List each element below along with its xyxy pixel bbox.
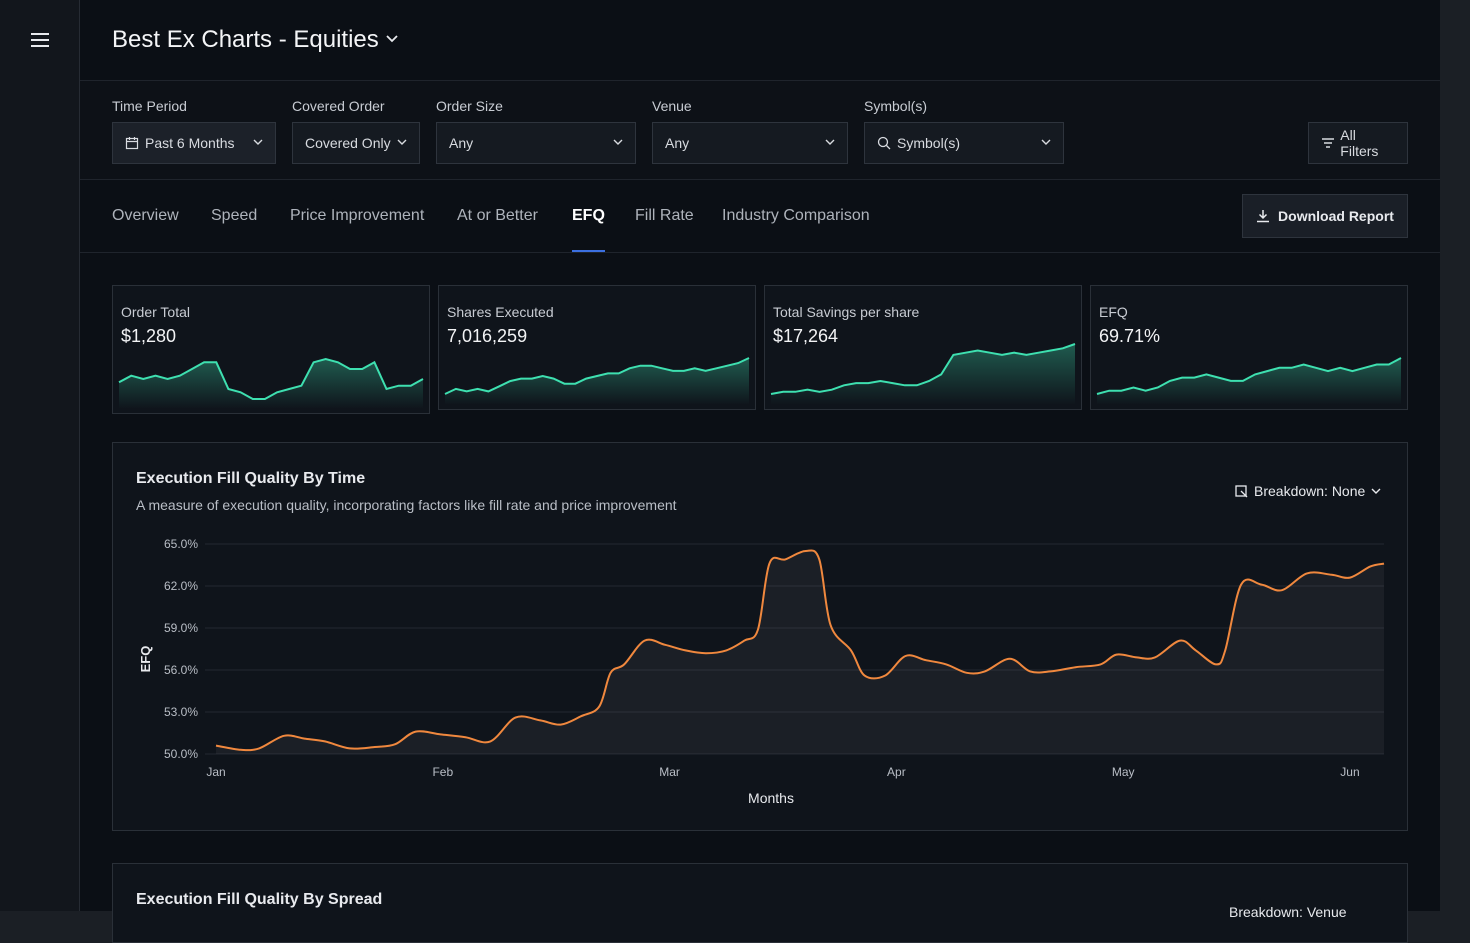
page: Best Ex Charts - Equities All Filters Do… xyxy=(0,0,1440,943)
tab[interactable]: EFQ xyxy=(572,207,605,252)
download-label: Download Report xyxy=(1278,208,1394,224)
download-icon xyxy=(1257,210,1270,223)
x-tick-label: Feb xyxy=(432,765,453,779)
sparkline-area xyxy=(445,358,749,405)
tab[interactable]: Speed xyxy=(211,207,258,224)
tab-divider xyxy=(80,252,1440,253)
filter-select[interactable]: Symbol(s) xyxy=(864,122,1064,164)
chart-subtitle: A measure of execution quality, incorpor… xyxy=(136,497,677,513)
filter-label: Symbol(s) xyxy=(864,98,928,114)
sparkline xyxy=(444,357,750,405)
filter-label: Venue xyxy=(652,98,692,114)
filter-label: Covered Order xyxy=(292,98,385,114)
spread-card: Execution Fill Quality By Spread Breakdo… xyxy=(112,863,1408,943)
metric-card: Total Savings per share $17,264 xyxy=(764,285,1082,410)
efq-chart: 50.0% 53.0% 56.0% 59.0% 62.0% 65.0% Jan Feb Mar A… xyxy=(138,537,1385,806)
metric-value: 69.71% xyxy=(1099,326,1161,346)
filter-select[interactable]: Covered Only xyxy=(292,122,420,164)
filter-select[interactable]: Past 6 Months xyxy=(112,122,276,164)
metric-label: Total Savings per share xyxy=(773,304,920,320)
all-filters[interactable]: All Filters xyxy=(1308,122,1408,164)
menu-icon[interactable] xyxy=(30,32,50,48)
chevron xyxy=(613,139,623,145)
y-tick-label: 53.0% xyxy=(164,705,198,719)
metric-label: EFQ xyxy=(1099,304,1128,320)
filter-value: Any xyxy=(665,135,690,151)
sparkline xyxy=(1096,357,1402,405)
sparkline-area xyxy=(771,344,1075,405)
sparkline-line xyxy=(1096,357,1402,395)
tab[interactable]: Price Improvement xyxy=(290,207,425,224)
x-tick-label: Apr xyxy=(887,765,906,779)
filter-icon xyxy=(1322,138,1334,148)
tab-indicator xyxy=(572,250,605,252)
x-tick-label: Jan xyxy=(206,765,225,779)
metric-card: Order Total $1,280 xyxy=(112,285,430,414)
chevron xyxy=(397,139,407,145)
line xyxy=(215,549,1385,752)
sparkline-area xyxy=(1097,358,1401,405)
tab[interactable]: Overview xyxy=(112,207,179,224)
search-icon xyxy=(877,136,891,150)
breakdown-select[interactable]: Breakdown: None xyxy=(1235,483,1381,499)
x-tick-label: Jun xyxy=(1340,765,1359,779)
all-filters-label: All Filters xyxy=(1340,127,1379,159)
x-tick-label: Mar xyxy=(659,765,680,779)
chart-title: Execution Fill Quality By Time xyxy=(136,470,366,487)
page-title[interactable]: Best Ex Charts - Equities xyxy=(112,26,379,53)
metric-value: $17,264 xyxy=(773,326,839,346)
metric-label: Shares Executed xyxy=(447,304,554,320)
sparkline xyxy=(118,357,424,409)
breakdown-label: Breakdown: None xyxy=(1254,483,1366,499)
calendar-icon xyxy=(125,137,139,150)
metric-card: Shares Executed 7,016,259 xyxy=(438,285,756,410)
y-tick-label: 65.0% xyxy=(164,537,198,551)
metric-value: 7,016,259 xyxy=(447,326,528,346)
download-button[interactable]: Download Report xyxy=(1242,194,1408,238)
filter-label: Time Period xyxy=(112,98,187,114)
y-tick-label: 62.0% xyxy=(164,579,198,593)
spread-breakdown[interactable]: Breakdown: Venue xyxy=(1229,904,1347,920)
tab[interactable]: Fill Rate xyxy=(635,207,694,224)
chevron xyxy=(825,139,835,145)
metric-card: EFQ 69.71% xyxy=(1090,285,1408,410)
y-tick-label: 56.0% xyxy=(164,663,198,677)
sparkline-area xyxy=(119,359,423,409)
x-tick-label: May xyxy=(1112,765,1135,779)
line-area xyxy=(216,550,1384,754)
y-tick-label: 59.0% xyxy=(164,621,198,635)
y-axis-label: EFQ xyxy=(138,646,153,673)
tab[interactable]: Industry Comparison xyxy=(722,207,870,224)
chevron xyxy=(1041,139,1051,145)
filter-value: Covered Only xyxy=(305,135,391,151)
title-chevron[interactable] xyxy=(385,34,399,44)
chevron xyxy=(253,139,263,145)
chevron xyxy=(1371,488,1381,494)
spread-title: Execution Fill Quality By Spread xyxy=(136,891,383,908)
y-tick-label: 50.0% xyxy=(164,747,198,761)
tab[interactable]: At or Better xyxy=(457,207,538,224)
filter-value: Past 6 Months xyxy=(145,135,235,151)
filter-value: Any xyxy=(449,135,474,151)
x-axis-label: Months xyxy=(748,790,794,806)
chart-card: Execution Fill Quality By Time A measure… xyxy=(112,442,1408,831)
filter-select[interactable]: Any xyxy=(652,122,848,164)
sparkline-line xyxy=(118,357,424,400)
breakdown-icon xyxy=(1235,484,1248,497)
sparkline-line xyxy=(444,357,750,395)
sparkline-line xyxy=(770,343,1076,395)
filter-label: Order Size xyxy=(436,98,503,114)
sparkline xyxy=(770,343,1076,405)
metric-label: Order Total xyxy=(121,304,190,320)
filter-select[interactable]: Any xyxy=(436,122,636,164)
metric-value: $1,280 xyxy=(121,326,177,346)
filter-value: Symbol(s) xyxy=(897,135,961,151)
sidebar xyxy=(0,0,80,911)
